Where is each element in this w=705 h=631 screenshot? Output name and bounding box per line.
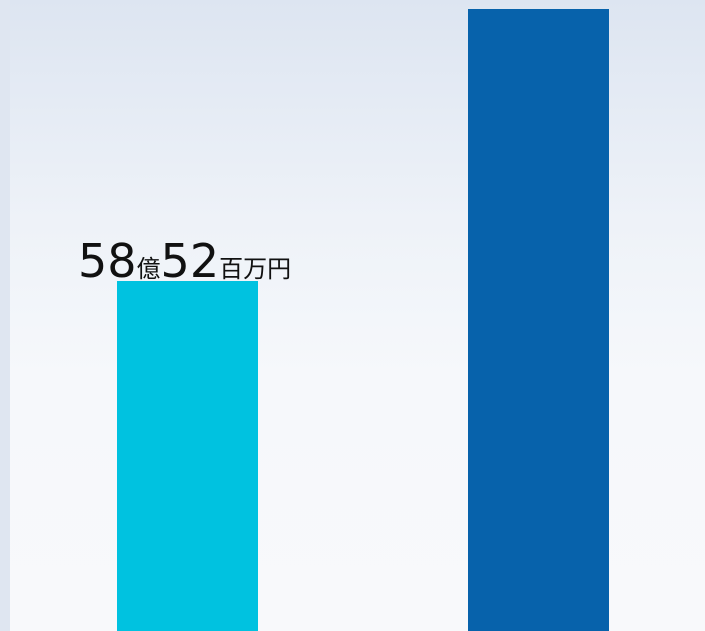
data-label-bar-1-part-4: 百万円 bbox=[219, 255, 292, 283]
data-label-bar-1-part-2: 億 bbox=[136, 255, 161, 283]
data-label-bar-1-part-1: 58 bbox=[78, 234, 137, 288]
bar-1 bbox=[117, 281, 258, 631]
data-label-bar-1-part-3: 52 bbox=[160, 234, 220, 288]
bar-2 bbox=[468, 9, 609, 631]
data-label-bar-1: 58億52百万円 bbox=[78, 238, 291, 284]
